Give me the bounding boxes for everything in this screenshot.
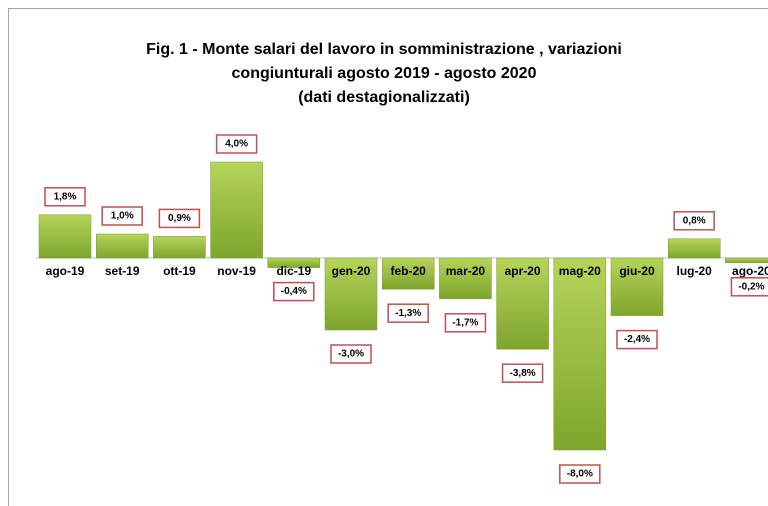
bar bbox=[610, 257, 664, 316]
value-label-box bbox=[101, 206, 143, 226]
bar bbox=[153, 236, 206, 259]
value-label: 1,8% bbox=[54, 191, 77, 202]
value-label-box bbox=[673, 211, 715, 231]
value-label-box bbox=[158, 208, 201, 229]
bar bbox=[210, 161, 263, 259]
chart-title: congiunturali agosto 2019 - agosto 2020 bbox=[232, 65, 537, 82]
value-label: -3,0% bbox=[338, 349, 364, 360]
chart-title: (dati destagionalizzati) bbox=[298, 89, 470, 106]
x-tick-label: ago-19 bbox=[46, 264, 85, 278]
value-label: 0,9% bbox=[168, 213, 191, 224]
value-label: -1,3% bbox=[395, 308, 421, 319]
bar bbox=[725, 257, 768, 264]
x-tick-label: set-19 bbox=[105, 264, 140, 278]
x-tick-label: mag-20 bbox=[559, 264, 601, 278]
bar bbox=[38, 214, 92, 259]
value-label: -0,4% bbox=[281, 286, 307, 297]
value-label: 1,0% bbox=[111, 211, 134, 222]
chart-title: Fig. 1 - Monte salari del lavoro in somm… bbox=[146, 41, 622, 58]
value-label-box bbox=[330, 344, 372, 364]
value-label-box bbox=[387, 303, 429, 323]
value-label: -8,0% bbox=[567, 469, 593, 480]
x-tick-label: dic-19 bbox=[276, 264, 311, 278]
bar bbox=[381, 257, 435, 290]
x-tick-label: gen-20 bbox=[332, 264, 371, 278]
x-tick-label: apr-20 bbox=[505, 264, 541, 278]
value-label: 4,0% bbox=[225, 139, 248, 150]
x-tick-label: lug-20 bbox=[677, 264, 713, 278]
x-tick-label: giu-20 bbox=[619, 264, 655, 278]
bar bbox=[324, 257, 378, 331]
value-label-box bbox=[215, 134, 258, 154]
x-tick-label: nov-19 bbox=[217, 264, 256, 278]
value-label-box bbox=[44, 187, 86, 207]
x-tick-label: ago-20 bbox=[732, 264, 768, 278]
x-tick-label: mar-20 bbox=[446, 264, 486, 278]
value-label: -3,8% bbox=[510, 368, 536, 379]
bar bbox=[553, 257, 607, 451]
value-label: -0,2% bbox=[738, 281, 764, 292]
value-label: -1,7% bbox=[452, 317, 478, 328]
bar bbox=[267, 257, 321, 268]
value-label-box bbox=[444, 313, 487, 333]
bar bbox=[667, 238, 721, 259]
value-label: 0,8% bbox=[683, 215, 706, 226]
bar bbox=[439, 257, 492, 300]
x-tick-label: feb-20 bbox=[391, 264, 427, 278]
value-label: -2,4% bbox=[624, 334, 650, 345]
bar bbox=[496, 257, 549, 350]
value-label-box bbox=[501, 363, 544, 383]
value-label-box bbox=[559, 464, 601, 484]
x-tick-label: ott-19 bbox=[163, 264, 196, 278]
value-label-box bbox=[616, 329, 658, 350]
value-label-box bbox=[730, 277, 768, 297]
bar bbox=[95, 233, 149, 259]
value-label-box bbox=[273, 281, 315, 302]
